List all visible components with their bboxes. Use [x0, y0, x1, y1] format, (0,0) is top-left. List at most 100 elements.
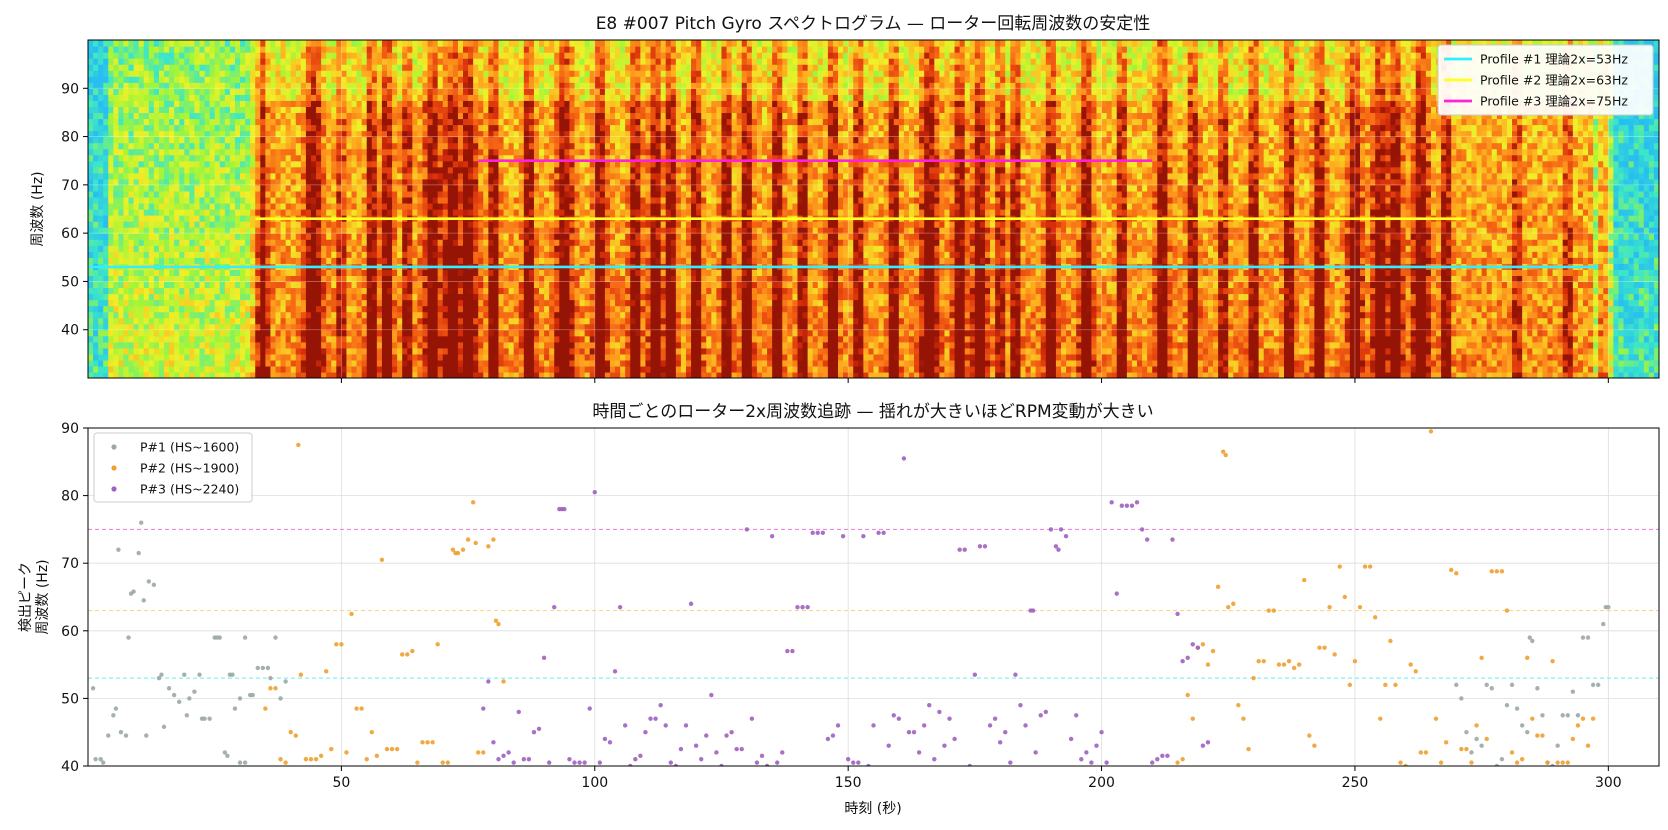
spectrogram-cell: [88, 190, 94, 198]
spectrogram-cell: [427, 359, 434, 367]
spectrogram-cell: [88, 227, 94, 234]
spectrogram-cell: [442, 353, 449, 361]
spectrogram-cell: [184, 347, 190, 355]
spectrogram-cell: [356, 371, 363, 378]
spectrogram-cell: [437, 178, 444, 186]
spectrogram-cell: [432, 82, 439, 89]
spectrogram-cell: [346, 257, 353, 264]
spectrogram-cell: [356, 239, 363, 246]
spectrogram-cell: [316, 311, 322, 319]
spectrogram-cell: [265, 341, 272, 349]
spectrogram-cell: [133, 100, 140, 107]
spectrogram-cell: [341, 166, 348, 174]
spectrogram-cell: [346, 166, 353, 174]
spectrogram-cell: [351, 82, 358, 89]
spectrogram-cell: [123, 275, 130, 283]
spectrogram-cell: [533, 329, 540, 337]
spectrogram-cell: [361, 52, 368, 59]
spectrogram-cell: [452, 281, 459, 289]
spectrogram-cell: [128, 251, 135, 258]
spectrogram-cell: [158, 257, 165, 264]
spectrogram-cell: [179, 82, 185, 89]
spectrogram-cell: [356, 76, 363, 83]
spectrogram-cell: [483, 160, 489, 168]
spectrogram-cell: [483, 58, 489, 65]
spectrogram-cell: [478, 52, 484, 59]
spectrogram-cell: [437, 353, 444, 361]
spectrogram-cell: [174, 371, 180, 378]
spectrogram-cell: [229, 166, 236, 174]
spectrogram-cell: [341, 130, 348, 138]
spectrogram-cell: [260, 269, 266, 276]
spectrogram-cell: [412, 353, 419, 361]
spectrogram-cell: [326, 190, 332, 198]
spectrogram-cell: [381, 178, 388, 186]
spectrogram-cell: [224, 160, 231, 168]
spectrogram-cell: [93, 82, 99, 89]
spectrogram-cell: [473, 269, 479, 276]
spectrogram-cell: [493, 196, 500, 204]
spectrogram-cell: [316, 64, 322, 71]
spectrogram-cell: [164, 154, 170, 162]
spectrogram-cell: [148, 305, 155, 313]
spectrogram-cell: [153, 58, 160, 65]
spectrogram-cell: [128, 46, 135, 53]
spectrogram-cell: [341, 269, 348, 276]
spectrogram-cell: [508, 251, 515, 258]
spectrogram-cell: [143, 154, 150, 162]
spectrogram-cell: [341, 209, 348, 216]
spectrogram-cell: [113, 52, 120, 59]
spectrogram-cell: [361, 88, 368, 95]
spectrogram-cell: [376, 178, 383, 186]
spectrogram-cell: [123, 311, 130, 319]
spectrogram-cell: [214, 311, 221, 319]
spectrogram-cell: [179, 209, 185, 216]
spectrogram-cell: [457, 341, 464, 349]
spectrogram-cell: [518, 70, 525, 77]
spectrogram-cell: [407, 40, 413, 47]
spectrogram-cell: [184, 196, 190, 204]
spectrogram-cell: [133, 76, 140, 83]
spectrogram-cell: [402, 317, 408, 325]
spectrogram-panel: E8 #007 Pitch Gyro スペクトログラム — ローター回転周波数の…: [30, 14, 1660, 383]
spectrogram-cell: [493, 166, 500, 174]
spectrogram-cell: [336, 299, 342, 307]
spectrogram-cell: [214, 335, 221, 343]
spectrogram-cell: [148, 215, 155, 222]
spectrogram-cell: [123, 136, 130, 144]
spectrogram-cell: [153, 293, 160, 301]
spectrogram-cell: [224, 82, 231, 89]
spectrogram-cell: [209, 371, 216, 378]
spectrogram-cell: [432, 371, 439, 378]
spectrogram-cell: [128, 142, 135, 150]
spectrogram-cell: [392, 341, 398, 349]
spectrogram-cell: [164, 178, 170, 186]
spectrogram-cell: [224, 58, 231, 65]
spectrogram-cell: [371, 227, 378, 234]
spectrogram-cell: [285, 130, 292, 138]
spectrogram-cell: [93, 353, 99, 361]
spectrogram-cell: [260, 341, 266, 349]
spectrogram-cell: [158, 371, 165, 378]
spectrogram-cell: [300, 365, 307, 373]
spectrogram-cell: [316, 52, 322, 59]
spectrogram-cell: [508, 293, 515, 301]
spectrogram-cell: [103, 251, 109, 258]
spectrogram-cell: [432, 359, 439, 367]
spectrogram-cell: [270, 160, 277, 168]
spectrogram-cell: [103, 160, 109, 168]
spectrogram-cell: [371, 106, 378, 114]
spectrogram-cell: [361, 281, 368, 289]
spectrogram-cell: [407, 196, 413, 204]
spectrogram-cell: [290, 209, 297, 216]
spectrogram-cell: [128, 323, 135, 331]
spectrogram-cell: [88, 233, 94, 240]
spectrogram-cell: [295, 40, 302, 47]
spectrogram-cell: [169, 82, 175, 89]
spectrogram-cell: [179, 227, 185, 234]
spectrogram-cell: [265, 371, 272, 378]
spectrogram-cell: [118, 317, 125, 325]
spectrogram-cell: [305, 190, 312, 198]
spectrogram-cell: [346, 172, 353, 180]
spectrogram-cell: [473, 311, 479, 319]
